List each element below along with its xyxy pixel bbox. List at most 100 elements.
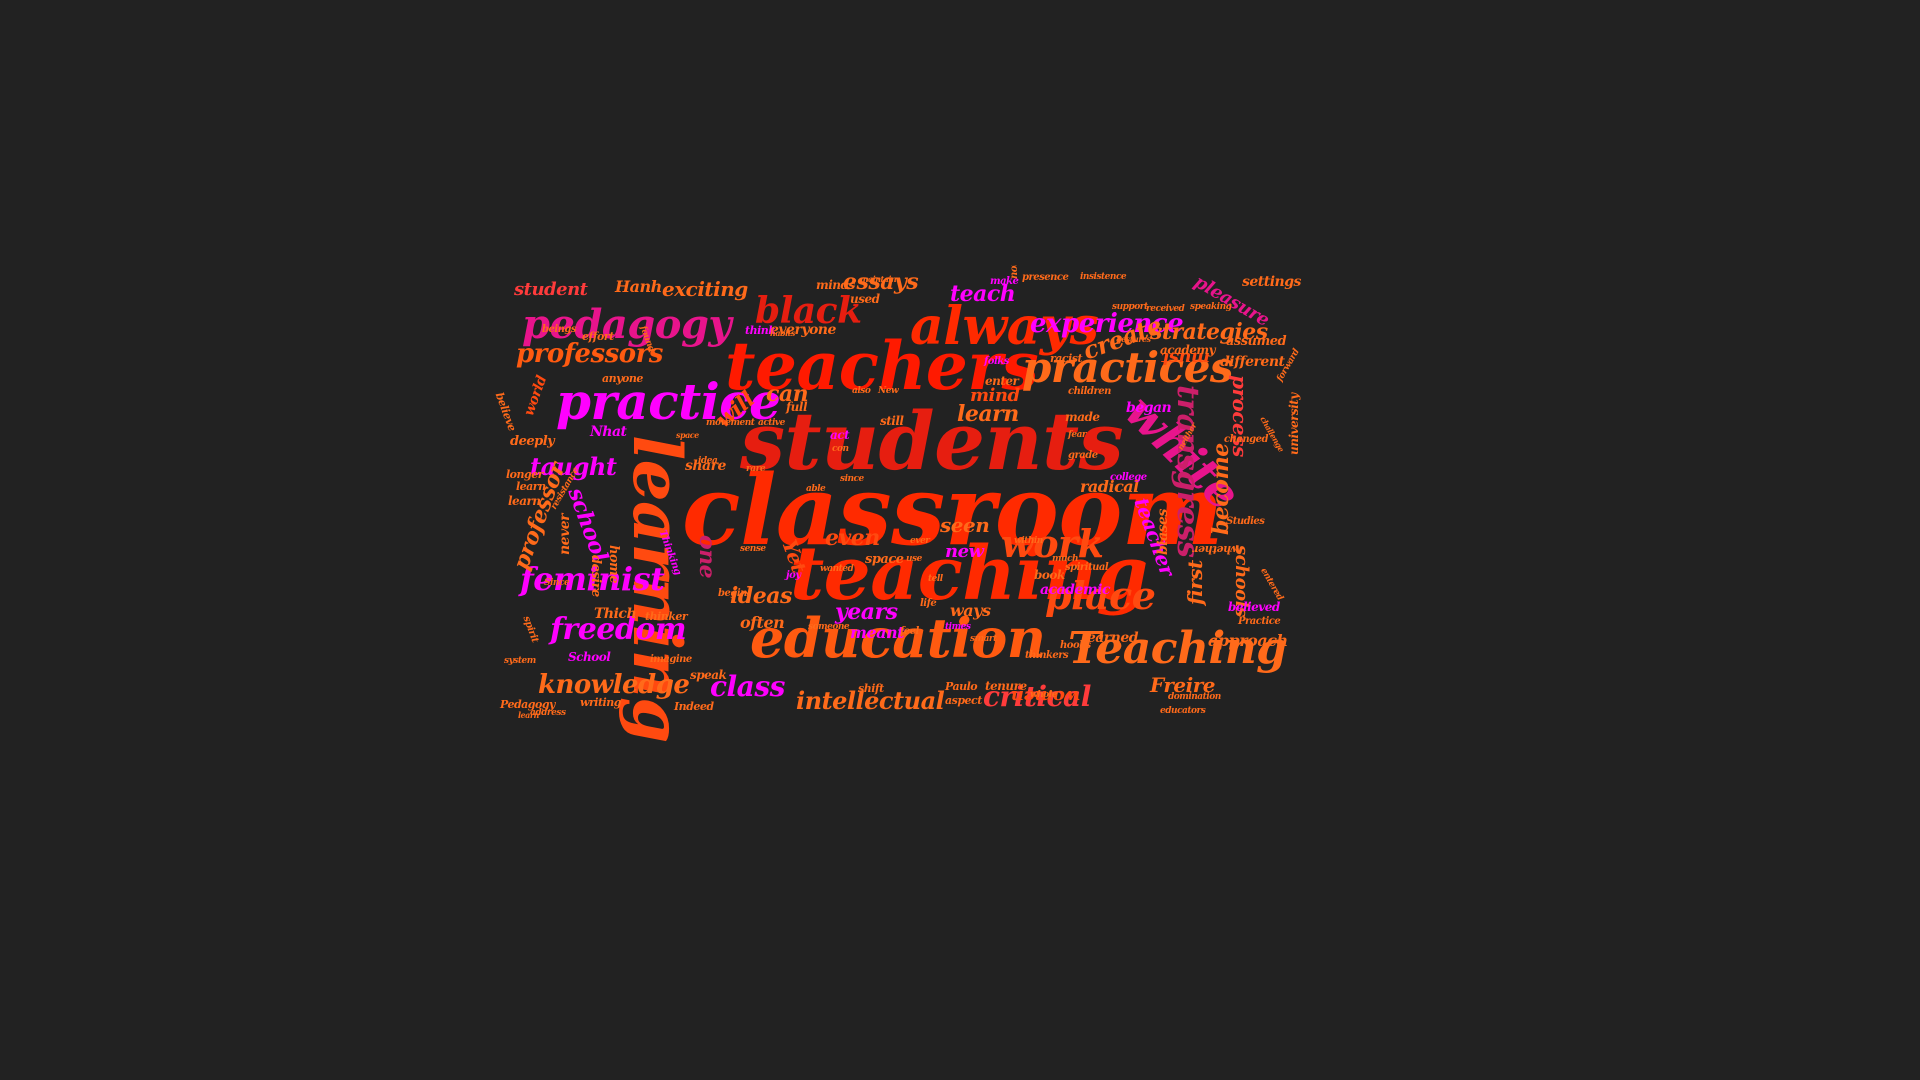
word-minds: minds: [816, 278, 855, 292]
word-maintain: maintain: [860, 274, 897, 284]
word-tell: tell: [928, 574, 943, 584]
word-Since: Since: [544, 578, 570, 588]
word-Thich: Thich: [594, 606, 637, 622]
word-entered: entered: [1258, 566, 1285, 603]
word-practices: practices: [1022, 343, 1234, 392]
word-thinker: thinker: [645, 610, 688, 623]
word-teaching: teaching: [790, 531, 1148, 617]
word-shift: shift: [858, 682, 884, 695]
word-began: began: [1126, 400, 1172, 416]
word-teachers: teachers: [725, 327, 1039, 405]
word-system: system: [504, 656, 536, 666]
word-anyone: anyone: [602, 372, 643, 385]
word-intellectual: intellectual: [796, 686, 945, 715]
word-first: first: [1183, 560, 1207, 605]
word-Hanh: Hanh: [615, 277, 662, 296]
word-new: new: [945, 541, 984, 562]
word-movement: movement: [706, 418, 755, 428]
word-Paulo: Paulo: [945, 680, 978, 693]
word-full: full: [786, 400, 808, 414]
word-con: con: [832, 444, 849, 454]
word-also: also: [852, 386, 871, 396]
word-practice: practice: [556, 372, 781, 431]
word-writing: writing: [580, 696, 621, 709]
word-learned: learned: [1082, 630, 1139, 646]
word-spiritual: spiritual: [1065, 562, 1109, 573]
word-whole: whole: [1030, 690, 1057, 700]
word-life: life: [920, 598, 937, 609]
word-aspect: aspect: [945, 694, 982, 707]
word-rare: rare: [746, 464, 766, 474]
word-deeply: deeply: [510, 434, 555, 449]
word-can: can: [766, 381, 809, 407]
word-Teaching: Teaching: [1068, 623, 1287, 674]
word-even: even: [825, 525, 880, 551]
word-cloud: classroom students teaching teachers lea…: [490, 265, 1445, 820]
word-strategies: strategies: [1150, 319, 1268, 345]
word-education: education: [750, 606, 1046, 670]
word-critical: critical: [983, 680, 1091, 713]
word-years: years: [835, 599, 898, 625]
word-teach: teach: [950, 281, 1016, 307]
word-ways: ways: [950, 601, 991, 620]
word-made: made: [1065, 410, 1100, 424]
word-speaking: speaking: [1190, 302, 1232, 312]
word-believed: believed: [1228, 600, 1280, 614]
word-School: School: [568, 650, 611, 664]
word-mind: mind: [970, 385, 1020, 406]
word-meant: meant: [850, 623, 905, 642]
word-classroom: classroom: [682, 454, 1223, 567]
word-always: always: [910, 296, 1099, 357]
word-learn-1: learn: [957, 401, 1019, 427]
word-times: times: [945, 622, 971, 632]
word-insistence: insistence: [1080, 272, 1127, 282]
word-world: world: [521, 373, 551, 419]
word-changed: changed: [1224, 434, 1268, 445]
word-idea: idea: [698, 456, 718, 466]
word-racist: racist: [1050, 352, 1083, 365]
word-support: support: [1112, 302, 1148, 312]
word-biases: biases: [1155, 509, 1171, 555]
word-use: use: [906, 554, 922, 564]
word-able: able: [806, 484, 826, 494]
word-Practice: Practice: [1238, 616, 1281, 627]
word-students: students: [740, 394, 1124, 488]
word-still: still: [880, 414, 904, 428]
word-freedom: freedom: [550, 612, 687, 647]
word-educators: educators: [1160, 706, 1206, 716]
word-class: class: [710, 670, 785, 703]
word-someone: someone: [808, 622, 850, 632]
word-Freire: Freire: [1150, 673, 1215, 697]
word-whether: whether: [1193, 543, 1240, 556]
word-Indeed: Indeed: [674, 700, 714, 713]
word-professors: professors: [516, 339, 663, 369]
word-black: black: [755, 290, 862, 332]
word-learn-2: learn: [508, 494, 541, 508]
word-much: much: [1052, 554, 1079, 564]
word-active: active: [758, 418, 785, 428]
word-speak: speak: [690, 668, 727, 682]
word-received: received: [1146, 304, 1185, 314]
word-fear: fear: [1068, 430, 1087, 440]
word-desire: desire: [588, 555, 603, 597]
word-longer: longer: [506, 468, 544, 481]
word-space-2: space: [676, 430, 699, 440]
word-essays: essays: [843, 269, 919, 295]
word-effort: effort: [582, 330, 614, 343]
word-New: New: [878, 386, 899, 396]
word-academy: academy: [1160, 343, 1216, 357]
word-children: children: [1068, 386, 1111, 397]
word-different: different: [1220, 354, 1285, 370]
word-college: college: [1110, 472, 1147, 483]
word-share: share: [685, 458, 726, 474]
word-assumed: assumed: [1226, 334, 1287, 349]
word-taught: taught: [530, 452, 617, 481]
word-hooks: hooks: [1060, 640, 1091, 651]
word-transgress: transgress: [1170, 385, 1205, 558]
word-feel: feel: [900, 626, 919, 637]
word-work: work: [1001, 521, 1104, 566]
word-act: act: [830, 428, 850, 442]
word-ideas: ideas: [730, 583, 792, 609]
word-within: within: [1014, 536, 1043, 546]
